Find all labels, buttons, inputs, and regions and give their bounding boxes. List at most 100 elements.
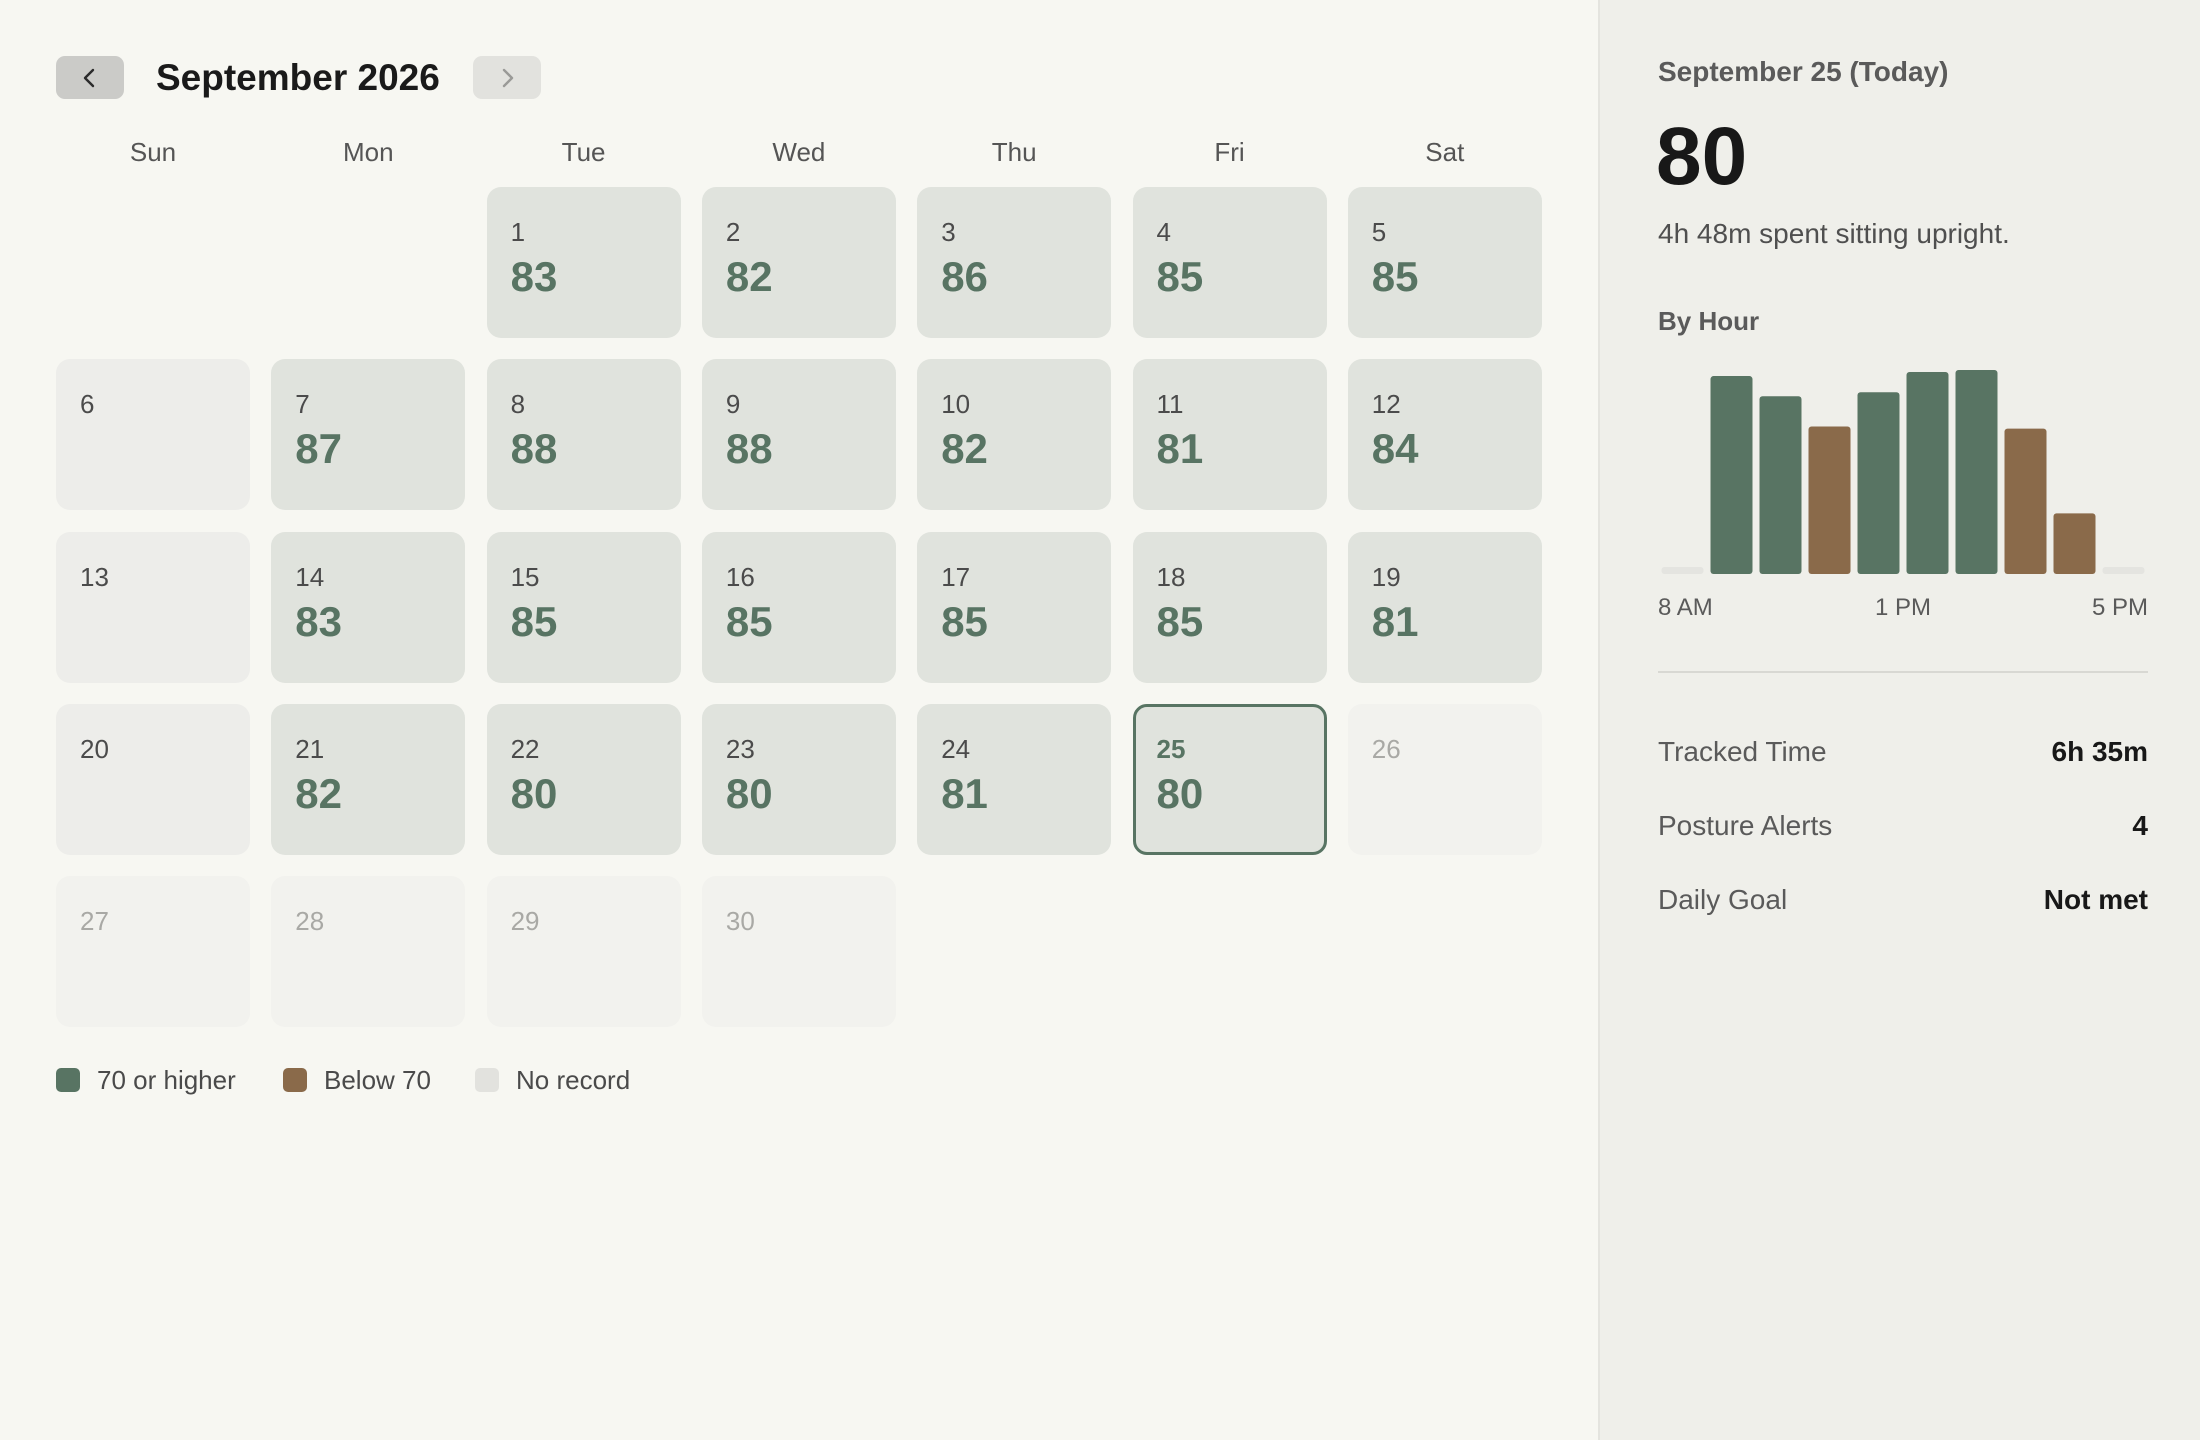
day-cell[interactable]: 17 85 <box>917 531 1112 683</box>
hour-bar <box>1710 376 1753 574</box>
day-score: 84 <box>1371 425 1419 473</box>
day-cell[interactable]: 14 83 <box>271 531 466 683</box>
day-number: 6 <box>80 389 95 420</box>
day-score: 80 <box>1156 769 1204 817</box>
weekday-label: Mon <box>343 137 394 167</box>
chart-x-axis: 8 AM 1 PM 5 PM <box>1658 594 2148 626</box>
day-score: 85 <box>1156 253 1204 300</box>
day-score: 85 <box>1156 597 1204 645</box>
legend-swatch <box>283 1068 307 1092</box>
day-score: 88 <box>725 425 773 473</box>
day-cell[interactable]: 20 <box>56 703 250 855</box>
weekday-label: Fri <box>1214 137 1245 167</box>
day-score: 85 <box>725 597 773 645</box>
day-cell[interactable]: 2 82 <box>701 187 896 338</box>
day-cell[interactable]: 9 88 <box>701 359 896 511</box>
day-score: 80 <box>510 769 558 817</box>
x-tick-label: 5 PM <box>2091 594 2148 621</box>
legend-label: No record <box>516 1064 631 1095</box>
hour-bar <box>1906 372 1949 574</box>
legend-swatch <box>475 1068 499 1092</box>
day-number: 8 <box>510 389 526 420</box>
day-cell[interactable]: 15 85 <box>486 531 681 683</box>
day-number: 29 <box>510 906 540 937</box>
day-score: 85 <box>941 597 988 645</box>
day-cell[interactable]: 12 84 <box>1347 359 1542 511</box>
selected-date-label: September 25 (Today) <box>1658 56 1949 87</box>
day-cell[interactable]: 16 85 <box>701 531 896 683</box>
day-cell[interactable]: 4 85 <box>1132 187 1327 338</box>
day-cell[interactable]: 18 85 <box>1132 531 1327 683</box>
day-cell[interactable]: 10 82 <box>917 359 1112 511</box>
day-cell[interactable]: 21 82 <box>271 703 466 855</box>
day-cell[interactable]: 19 81 <box>1347 531 1542 683</box>
day-cell[interactable]: 30 <box>701 876 896 1028</box>
day-cell[interactable]: 6 <box>56 359 250 511</box>
day-cell[interactable]: 7 87 <box>271 359 466 511</box>
hour-bar <box>2004 428 2047 574</box>
weekday-label: Sat <box>1425 137 1465 167</box>
stat-value: Not met <box>2043 884 2148 915</box>
day-cell[interactable]: 27 <box>56 876 250 1028</box>
day-number: 13 <box>80 561 109 592</box>
legend-label: 70 or higher <box>97 1064 236 1095</box>
stat-value: 6h 35m <box>2051 736 2149 767</box>
upright-time-summary: 4h 48m spent sitting upright. <box>1658 218 2010 249</box>
day-number: 28 <box>295 906 325 937</box>
hour-bar <box>1808 426 1851 574</box>
day-number: 16 <box>725 561 755 592</box>
x-tick-label: 8 AM <box>1658 594 1713 621</box>
chevron-left-icon <box>83 68 95 87</box>
day-number: 11 <box>1156 389 1184 420</box>
day-cell[interactable]: 11 81 <box>1132 359 1327 511</box>
calendar-grid: 1 83 2 82 3 86 4 85 5 85 6 7 87 8 88 9 88 10 82 11 81 12 84 13 1… <box>56 187 1542 1028</box>
day-number: 7 <box>295 389 310 420</box>
hour-bar <box>1955 370 1998 574</box>
day-cell-today[interactable]: 25 80 <box>1132 703 1327 855</box>
next-month-button[interactable] <box>473 56 541 99</box>
bar-chart-svg <box>1661 370 2145 574</box>
day-score: 86 <box>941 253 988 300</box>
previous-month-button[interactable] <box>56 56 124 99</box>
by-hour-heading: By Hour <box>1658 306 1760 336</box>
day-score: 88 <box>510 425 558 473</box>
day-detail-panel: September 25 (Today) 80 4h 48m spent sit… <box>1598 0 2200 1440</box>
day-score: 83 <box>295 597 343 645</box>
day-cell[interactable]: 13 <box>56 531 250 683</box>
day-number: 24 <box>941 733 971 764</box>
legend-item: No record <box>475 1062 630 1098</box>
day-score: 83 <box>510 253 558 300</box>
day-number: 2 <box>725 217 741 247</box>
stat-row-posture-alerts: Posture Alerts 4 <box>1658 806 2148 846</box>
stat-value: 4 <box>2132 810 2148 841</box>
day-cell[interactable]: 3 86 <box>917 187 1112 338</box>
divider <box>1658 671 2148 673</box>
day-cell[interactable]: 24 81 <box>917 703 1112 855</box>
day-number: 15 <box>510 561 540 592</box>
day-cell[interactable]: 1 83 <box>486 187 681 338</box>
day-cell[interactable]: 26 <box>1347 703 1542 855</box>
day-score: 82 <box>941 425 988 473</box>
day-cell[interactable]: 8 88 <box>486 359 681 511</box>
day-number: 5 <box>1371 217 1387 247</box>
day-number: 26 <box>1371 733 1401 764</box>
day-number: 9 <box>725 389 741 420</box>
day-number: 4 <box>1156 217 1171 247</box>
calendar-panel: September 2026 Sun Mon Tue Wed Thu Fri Sat 1 83… <box>56 56 1542 1098</box>
hour-bar-empty <box>2102 567 2145 574</box>
day-number: 17 <box>941 561 971 592</box>
day-cell[interactable]: 22 80 <box>486 703 681 855</box>
day-number: 3 <box>941 217 956 247</box>
day-cell[interactable]: 28 <box>271 876 466 1028</box>
day-number: 22 <box>510 733 540 764</box>
day-cell[interactable]: 5 85 <box>1347 187 1542 338</box>
month-title: September 2026 <box>156 57 440 98</box>
weekday-label: Wed <box>772 137 826 167</box>
legend-label: Below 70 <box>324 1064 431 1095</box>
day-score: 82 <box>725 253 773 300</box>
stat-row-tracked-time: Tracked Time 6h 35m <box>1658 732 2148 772</box>
day-cell[interactable]: 23 80 <box>701 703 896 855</box>
hour-bar <box>1759 396 1802 574</box>
day-cell[interactable]: 29 <box>486 876 681 1028</box>
